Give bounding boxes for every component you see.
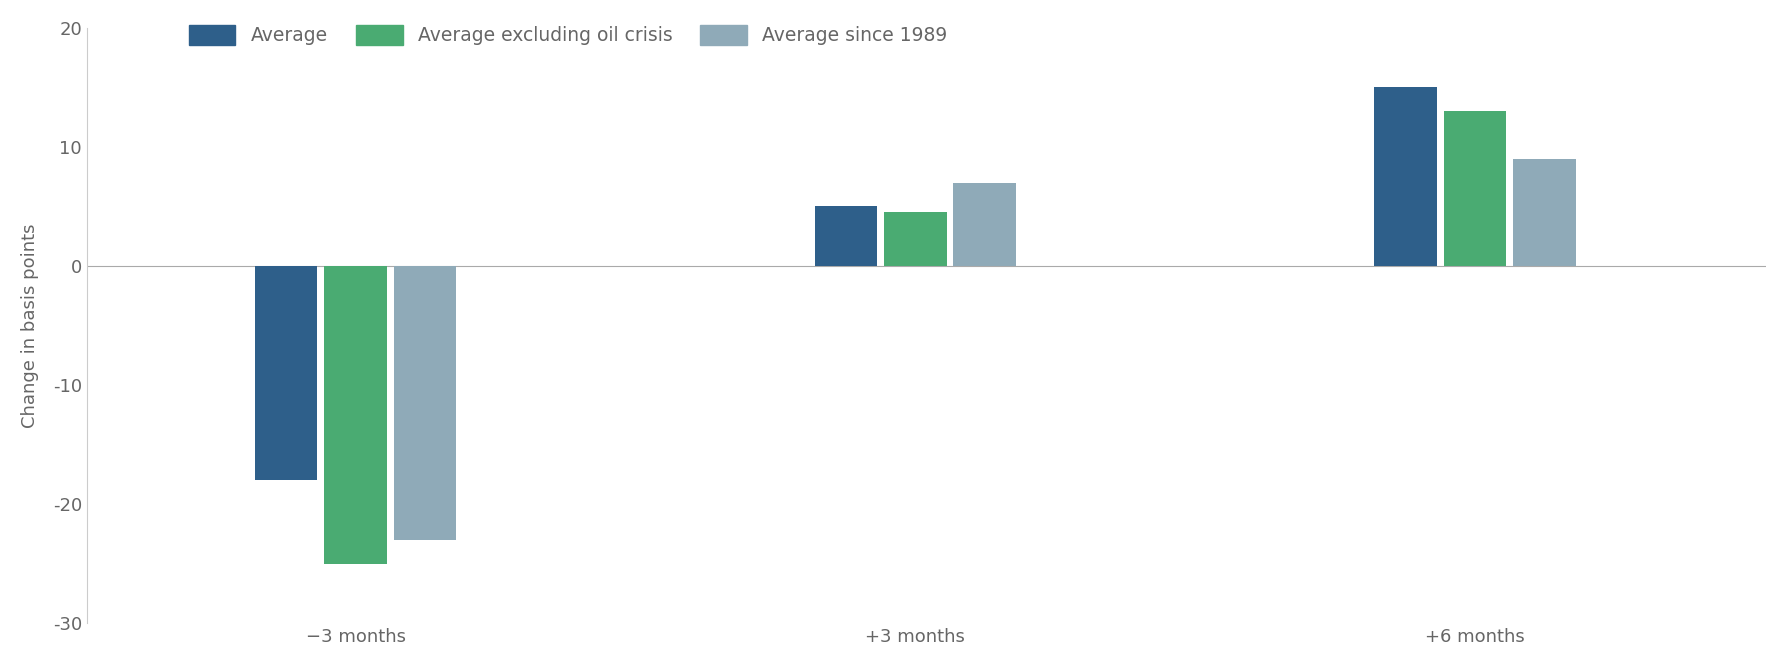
Bar — [1444, 111, 1506, 266]
Bar — [1514, 159, 1576, 266]
Bar — [1374, 87, 1437, 266]
Bar — [885, 212, 947, 266]
Bar — [323, 266, 386, 564]
Bar — [393, 266, 456, 540]
Y-axis label: Change in basis points: Change in basis points — [21, 223, 39, 428]
Legend: Average, Average excluding oil crisis, Average since 1989: Average, Average excluding oil crisis, A… — [189, 25, 947, 45]
Bar — [815, 207, 877, 266]
Bar — [954, 183, 1017, 266]
Bar — [256, 266, 318, 480]
